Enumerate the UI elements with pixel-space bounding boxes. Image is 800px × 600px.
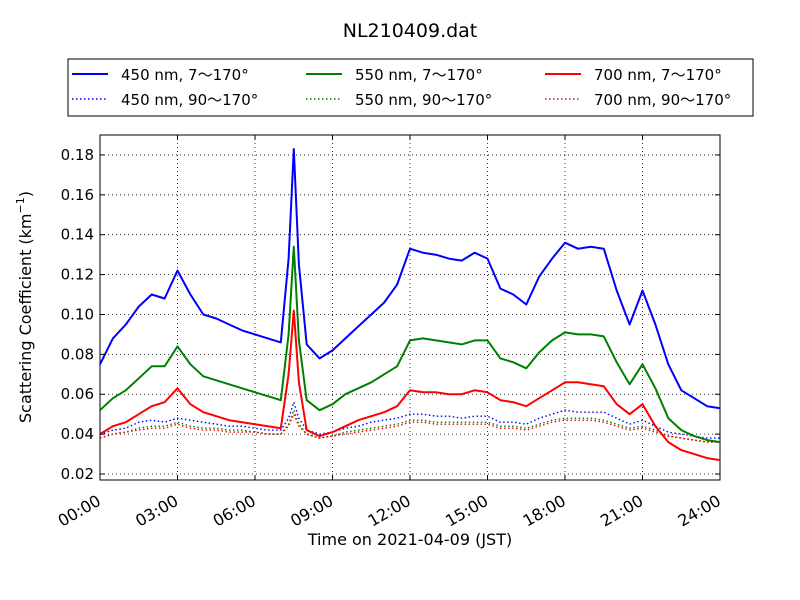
x-tick-label: 12:00: [365, 491, 414, 531]
legend-label: 550 nm, 7～170°: [355, 66, 483, 84]
x-tick-label: 24:00: [675, 491, 724, 531]
y-tick-label: 0.18: [61, 146, 94, 164]
x-tick-label: 06:00: [210, 491, 259, 531]
y-axis-label-close: ): [16, 191, 35, 197]
x-axis-ticks: 00:00 03:00 06:00 09:00 12:00 15:00 18:00 21:00…: [55, 135, 724, 531]
legend-label: 450 nm, 90～170°: [121, 91, 258, 109]
y-tick-label: 0.04: [61, 425, 94, 443]
y-axis-label-unit-exponent: −1: [14, 197, 27, 213]
y-tick-label: 0.02: [61, 465, 94, 483]
series-layer: [99, 148, 721, 462]
legend-label: 450 nm, 7～170°: [121, 66, 249, 84]
y-tick-label: 0.08: [61, 345, 94, 363]
series-line: [99, 148, 721, 410]
legend: 450 nm, 7～170° 550 nm, 7～170° 700 nm, 7～17…: [67, 58, 754, 117]
legend-label: 550 nm, 90～170°: [355, 91, 492, 109]
x-tick-label: 03:00: [132, 491, 181, 531]
y-tick-label: 0.16: [61, 186, 94, 204]
gridlines: [100, 135, 720, 480]
x-tick-label: 18:00: [520, 491, 569, 531]
series-line: [99, 401, 720, 439]
plot-area: 00:00 03:00 06:00 09:00 12:00 15:00 18:00 21:00…: [55, 134, 724, 531]
x-tick-label: 15:00: [442, 491, 491, 531]
series-line: [99, 413, 720, 443]
x-tick-label: 00:00: [55, 491, 104, 531]
chart-title: NL210409.dat: [343, 20, 478, 42]
y-axis-label: Scattering Coefficient (km−1): [14, 191, 35, 423]
legend-frame: [67, 58, 754, 117]
x-tick-label: 21:00: [597, 491, 646, 531]
legend-label: 700 nm, 90～170°: [594, 91, 731, 109]
series-line: [99, 409, 720, 443]
y-tick-label: 0.10: [61, 305, 94, 323]
series-line: [99, 309, 721, 462]
legend-label: 700 nm, 7～170°: [594, 66, 722, 84]
y-tick-label: 0.12: [61, 266, 94, 284]
series-line: [99, 245, 721, 444]
x-tick-label: 09:00: [287, 491, 336, 531]
y-tick-label: 0.06: [61, 385, 94, 403]
x-axis-label: Time on 2021-04-09 (JST): [307, 530, 512, 549]
y-axis-label-main: Scattering Coefficient (km: [16, 213, 35, 423]
y-tick-label: 0.14: [61, 226, 94, 244]
y-axis-ticks: 0.02 0.04 0.06 0.08 0.10 0.12 0.14 0.16 0.18: [61, 146, 720, 483]
